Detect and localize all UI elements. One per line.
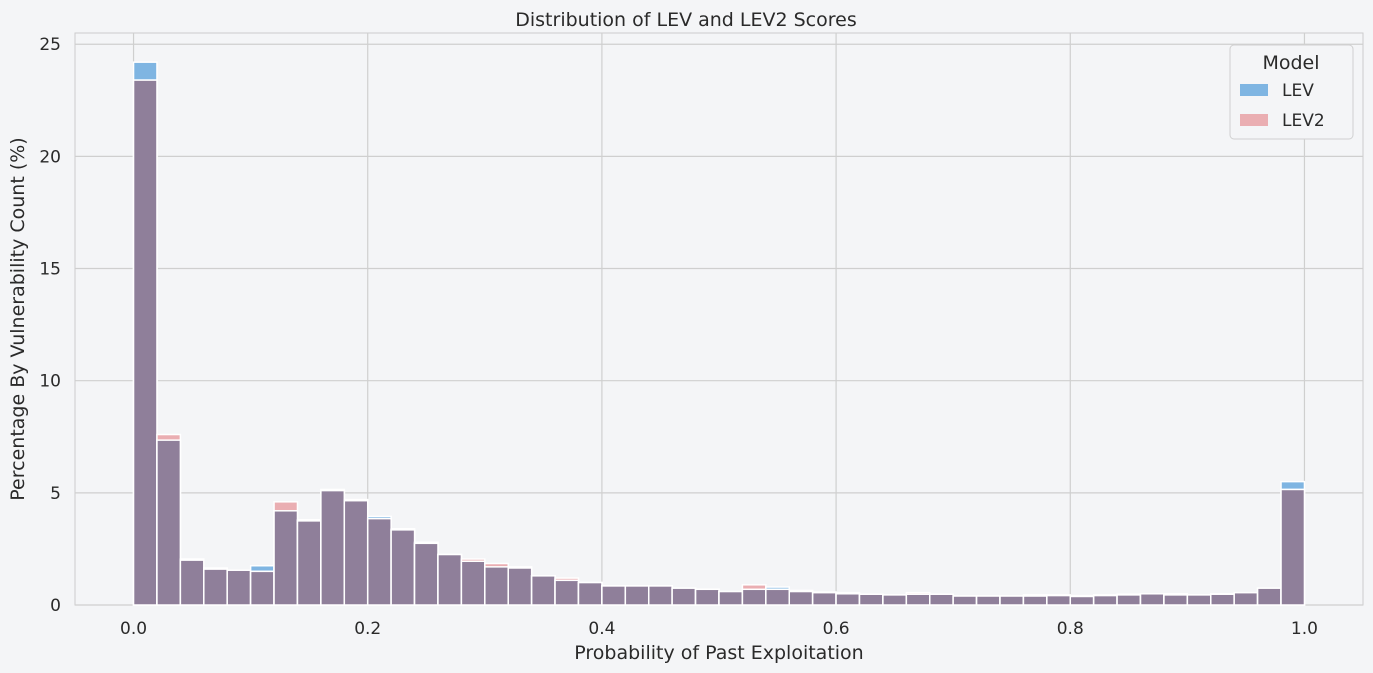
y-tick-label: 0 — [50, 596, 61, 616]
legend-label-lev2: LEV2 — [1282, 111, 1325, 131]
bar-overlap — [1022, 595, 1048, 606]
bar-overlap — [226, 569, 252, 606]
x-axis-label: Probability of Past Exploitation — [574, 642, 863, 664]
bar-overlap — [273, 510, 299, 606]
bar-overlap — [437, 553, 463, 606]
bar-overlap — [1280, 488, 1306, 606]
bar-overlap — [320, 489, 346, 606]
bar-overlap — [343, 499, 369, 606]
legend: Model LEV LEV2 — [1229, 44, 1354, 140]
bar-overlap — [741, 588, 767, 606]
bar-overlap — [460, 560, 486, 606]
bar-overlap — [858, 593, 884, 606]
bar-overlap — [366, 517, 392, 606]
y-tick-labels: 0 5 10 15 20 25 — [39, 35, 61, 616]
bar-overlap — [1116, 594, 1142, 606]
bar-overlap — [249, 570, 275, 606]
bars — [132, 61, 1306, 606]
bar-overlap — [718, 590, 744, 606]
x-tick-labels: 0.0 0.2 0.4 0.6 0.8 1.0 — [120, 619, 1318, 639]
bar-overlap — [413, 542, 439, 606]
y-tick-label: 20 — [39, 147, 61, 167]
bar-overlap — [132, 79, 158, 606]
legend-swatch-lev — [1240, 84, 1268, 96]
legend-title: Model — [1262, 52, 1319, 74]
bar-overlap — [1186, 594, 1212, 606]
bar-overlap — [1092, 594, 1118, 606]
bar-overlap — [296, 520, 322, 606]
bar-overlap — [1046, 594, 1072, 606]
bar-overlap — [1069, 595, 1095, 606]
bar-overlap — [929, 593, 954, 606]
bar-overlap — [952, 595, 978, 606]
y-tick-label: 15 — [39, 260, 61, 280]
y-tick-label: 25 — [39, 35, 61, 55]
y-tick-label: 5 — [50, 484, 61, 504]
bar-overlap — [601, 585, 627, 606]
bar-overlap — [975, 595, 1001, 606]
bar-overlap — [905, 593, 931, 606]
bar-overlap — [1163, 594, 1189, 606]
bar-overlap — [999, 595, 1025, 606]
legend-swatch-lev2 — [1240, 114, 1268, 126]
bar-overlap — [203, 568, 228, 606]
bar-overlap — [507, 567, 533, 606]
bar-overlap — [179, 559, 205, 606]
y-axis-label: Percentage By Vulnerability Count (%) — [7, 137, 29, 500]
x-tick-label: 0.6 — [823, 619, 850, 639]
x-tick-label: 0.8 — [1057, 619, 1084, 639]
legend-label-lev: LEV — [1282, 81, 1314, 101]
x-tick-label: 1.0 — [1291, 619, 1318, 639]
x-tick-label: 0.2 — [354, 619, 381, 639]
bar-overlap — [554, 579, 580, 606]
y-tick-label: 10 — [39, 372, 61, 392]
x-tick-label: 0.4 — [588, 619, 615, 639]
bar-overlap — [1210, 593, 1235, 606]
bar-overlap — [530, 575, 556, 606]
bar-overlap — [1233, 591, 1259, 606]
bar-overlap — [811, 591, 837, 606]
bar-overlap — [671, 587, 697, 606]
bar-overlap — [484, 566, 509, 606]
bar-overlap — [788, 590, 814, 606]
bar-overlap — [765, 588, 791, 606]
bar-overlap — [156, 439, 182, 606]
bar-overlap — [577, 581, 603, 606]
bar-overlap — [390, 529, 416, 606]
chart-title: Distribution of LEV and LEV2 Scores — [515, 9, 856, 31]
x-tick-label: 0.0 — [120, 619, 147, 639]
bar-overlap — [835, 593, 861, 606]
plot-area — [74, 32, 1364, 606]
bar-overlap — [624, 585, 650, 606]
bar-overlap — [882, 594, 908, 606]
bar-overlap — [694, 588, 720, 606]
bar-overlap — [1139, 593, 1165, 606]
bar-overlap — [647, 585, 673, 606]
bar-overlap — [1256, 587, 1282, 606]
